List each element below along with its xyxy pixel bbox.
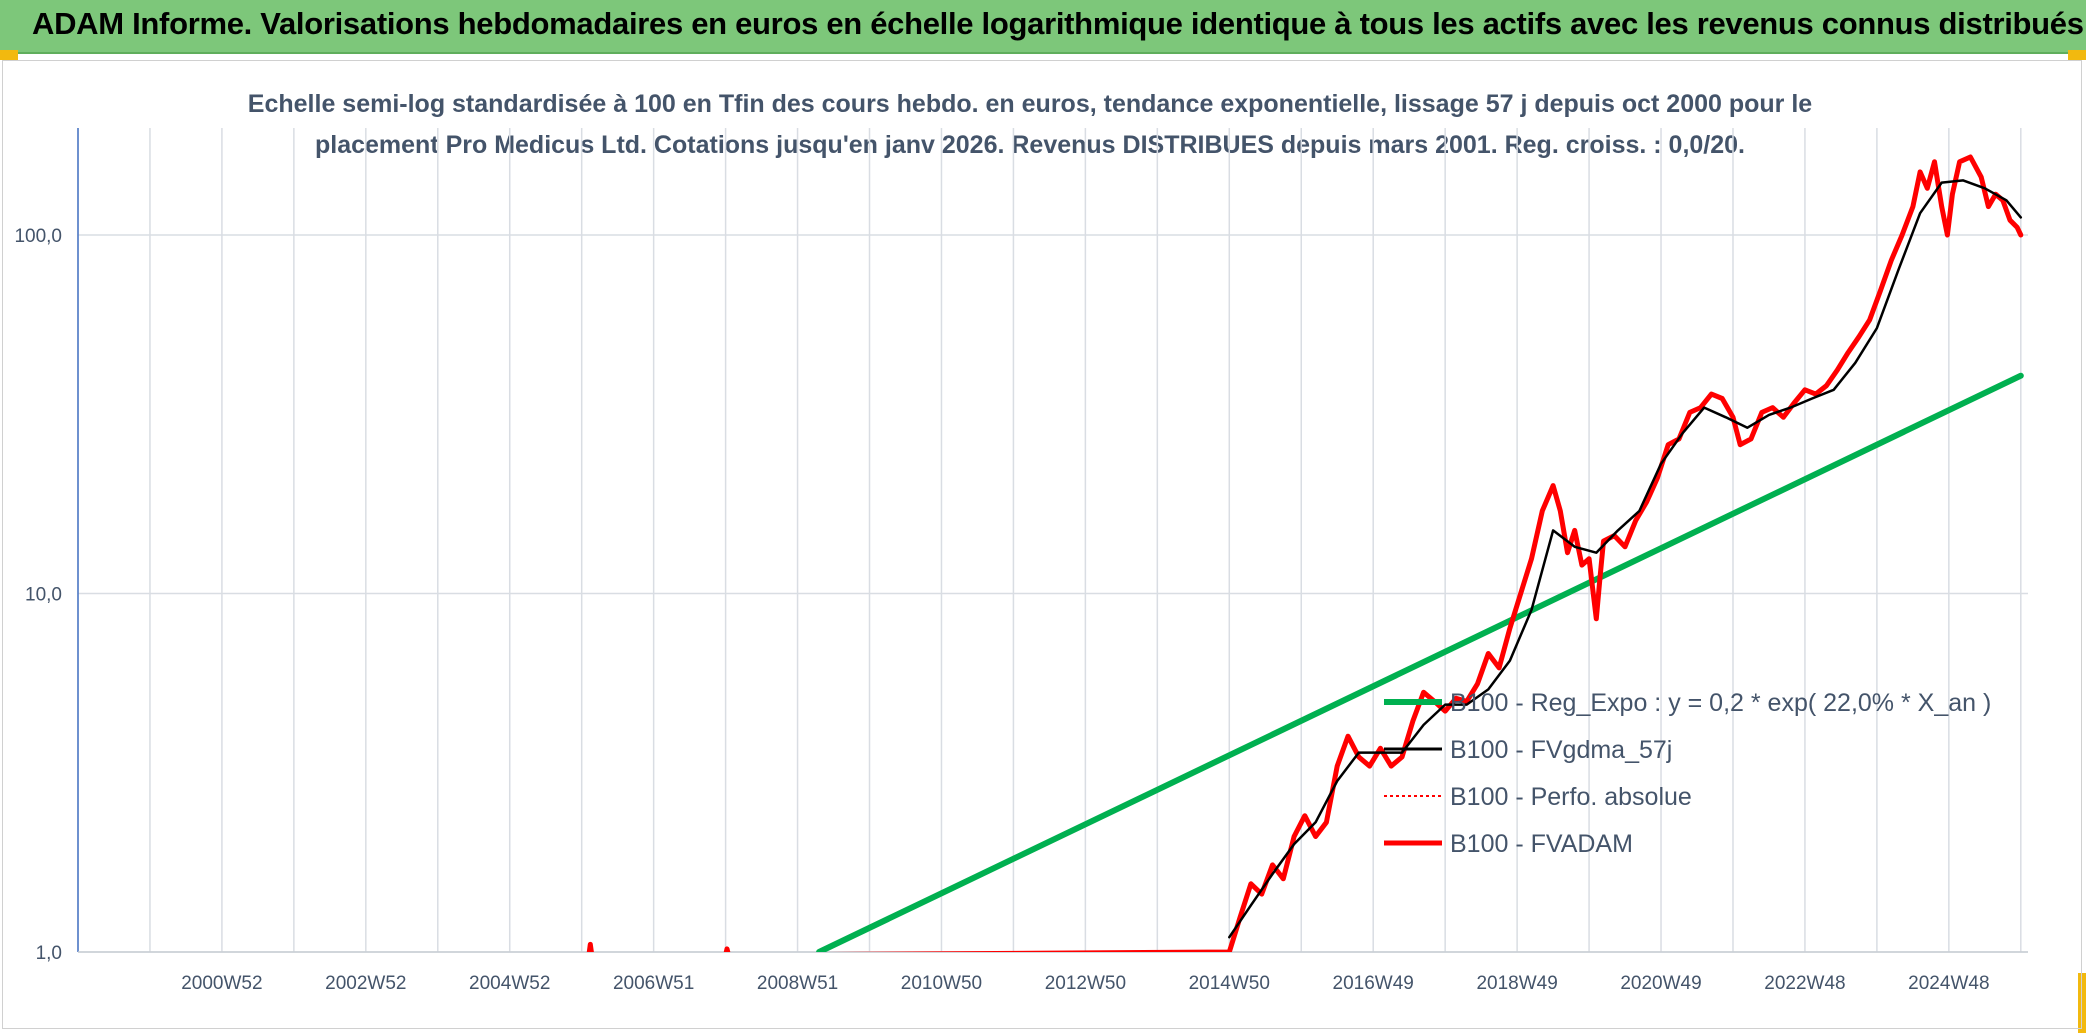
x-tick-label: 2024W48	[1908, 973, 1989, 994]
y-tick-label: 10,0	[25, 585, 62, 606]
x-tick-label: 2012W50	[1045, 973, 1126, 994]
x-tick-label: 2022W48	[1764, 973, 1845, 994]
y-tick-label: 1,0	[36, 943, 62, 964]
chart-legend: B100 - Reg_Expo : y = 0,2 * exp( 22,0% *…	[1384, 689, 1991, 858]
legend-label-2: B100 - Perfo. absolue	[1450, 783, 1692, 811]
x-tick-label: 2008W51	[757, 973, 838, 994]
x-tick-label: 2016W49	[1333, 973, 1414, 994]
x-tick-label: 2020W49	[1620, 973, 1701, 994]
chart-title-line-2: placement Pro Medicus Ltd. Cotations jus…	[314, 131, 1745, 159]
series-line-fvadam	[586, 154, 2024, 952]
x-tick-label: 2004W52	[469, 973, 550, 994]
chart-title: Echelle semi-log standardisée à 100 en T…	[140, 84, 1920, 166]
chart-grid	[77, 128, 2028, 953]
y-tick-label: 100,0	[14, 226, 62, 247]
x-tick-label: 2014W50	[1189, 973, 1270, 994]
chart-series	[586, 154, 2024, 952]
report-banner: ADAM Informe. Valorisations hebdomadaire…	[0, 0, 2086, 54]
series-line-reg-expo	[816, 372, 2024, 952]
legend-label-1: B100 - FVgdma_57j	[1450, 736, 1672, 764]
corner-marker-right	[2068, 50, 2086, 60]
x-tick-label: 2010W50	[901, 973, 982, 994]
legend-label-3: B100 - FVADAM	[1450, 830, 1633, 858]
chart-frame	[2, 60, 2082, 1029]
x-tick-label: 2006W51	[613, 973, 694, 994]
corner-marker-bottom-right	[2078, 973, 2086, 1033]
x-tick-label: 2002W52	[325, 973, 406, 994]
x-tick-label: 2000W52	[181, 973, 262, 994]
chart-title-line-1: Echelle semi-log standardisée à 100 en T…	[247, 90, 1813, 118]
banner-title: ADAM Informe. Valorisations hebdomadaire…	[32, 6, 2084, 41]
series-line-fvgdma	[1228, 179, 2023, 939]
legend-label-0: B100 - Reg_Expo : y = 0,2 * exp( 22,0% *…	[1450, 689, 1991, 717]
corner-marker-left	[0, 50, 18, 60]
chart-axes: 1,0 10,0 100,0 2000W52 2002W52 2004W52 2006W51…	[14, 128, 2028, 994]
x-tick-label: 2018W49	[1476, 973, 1557, 994]
